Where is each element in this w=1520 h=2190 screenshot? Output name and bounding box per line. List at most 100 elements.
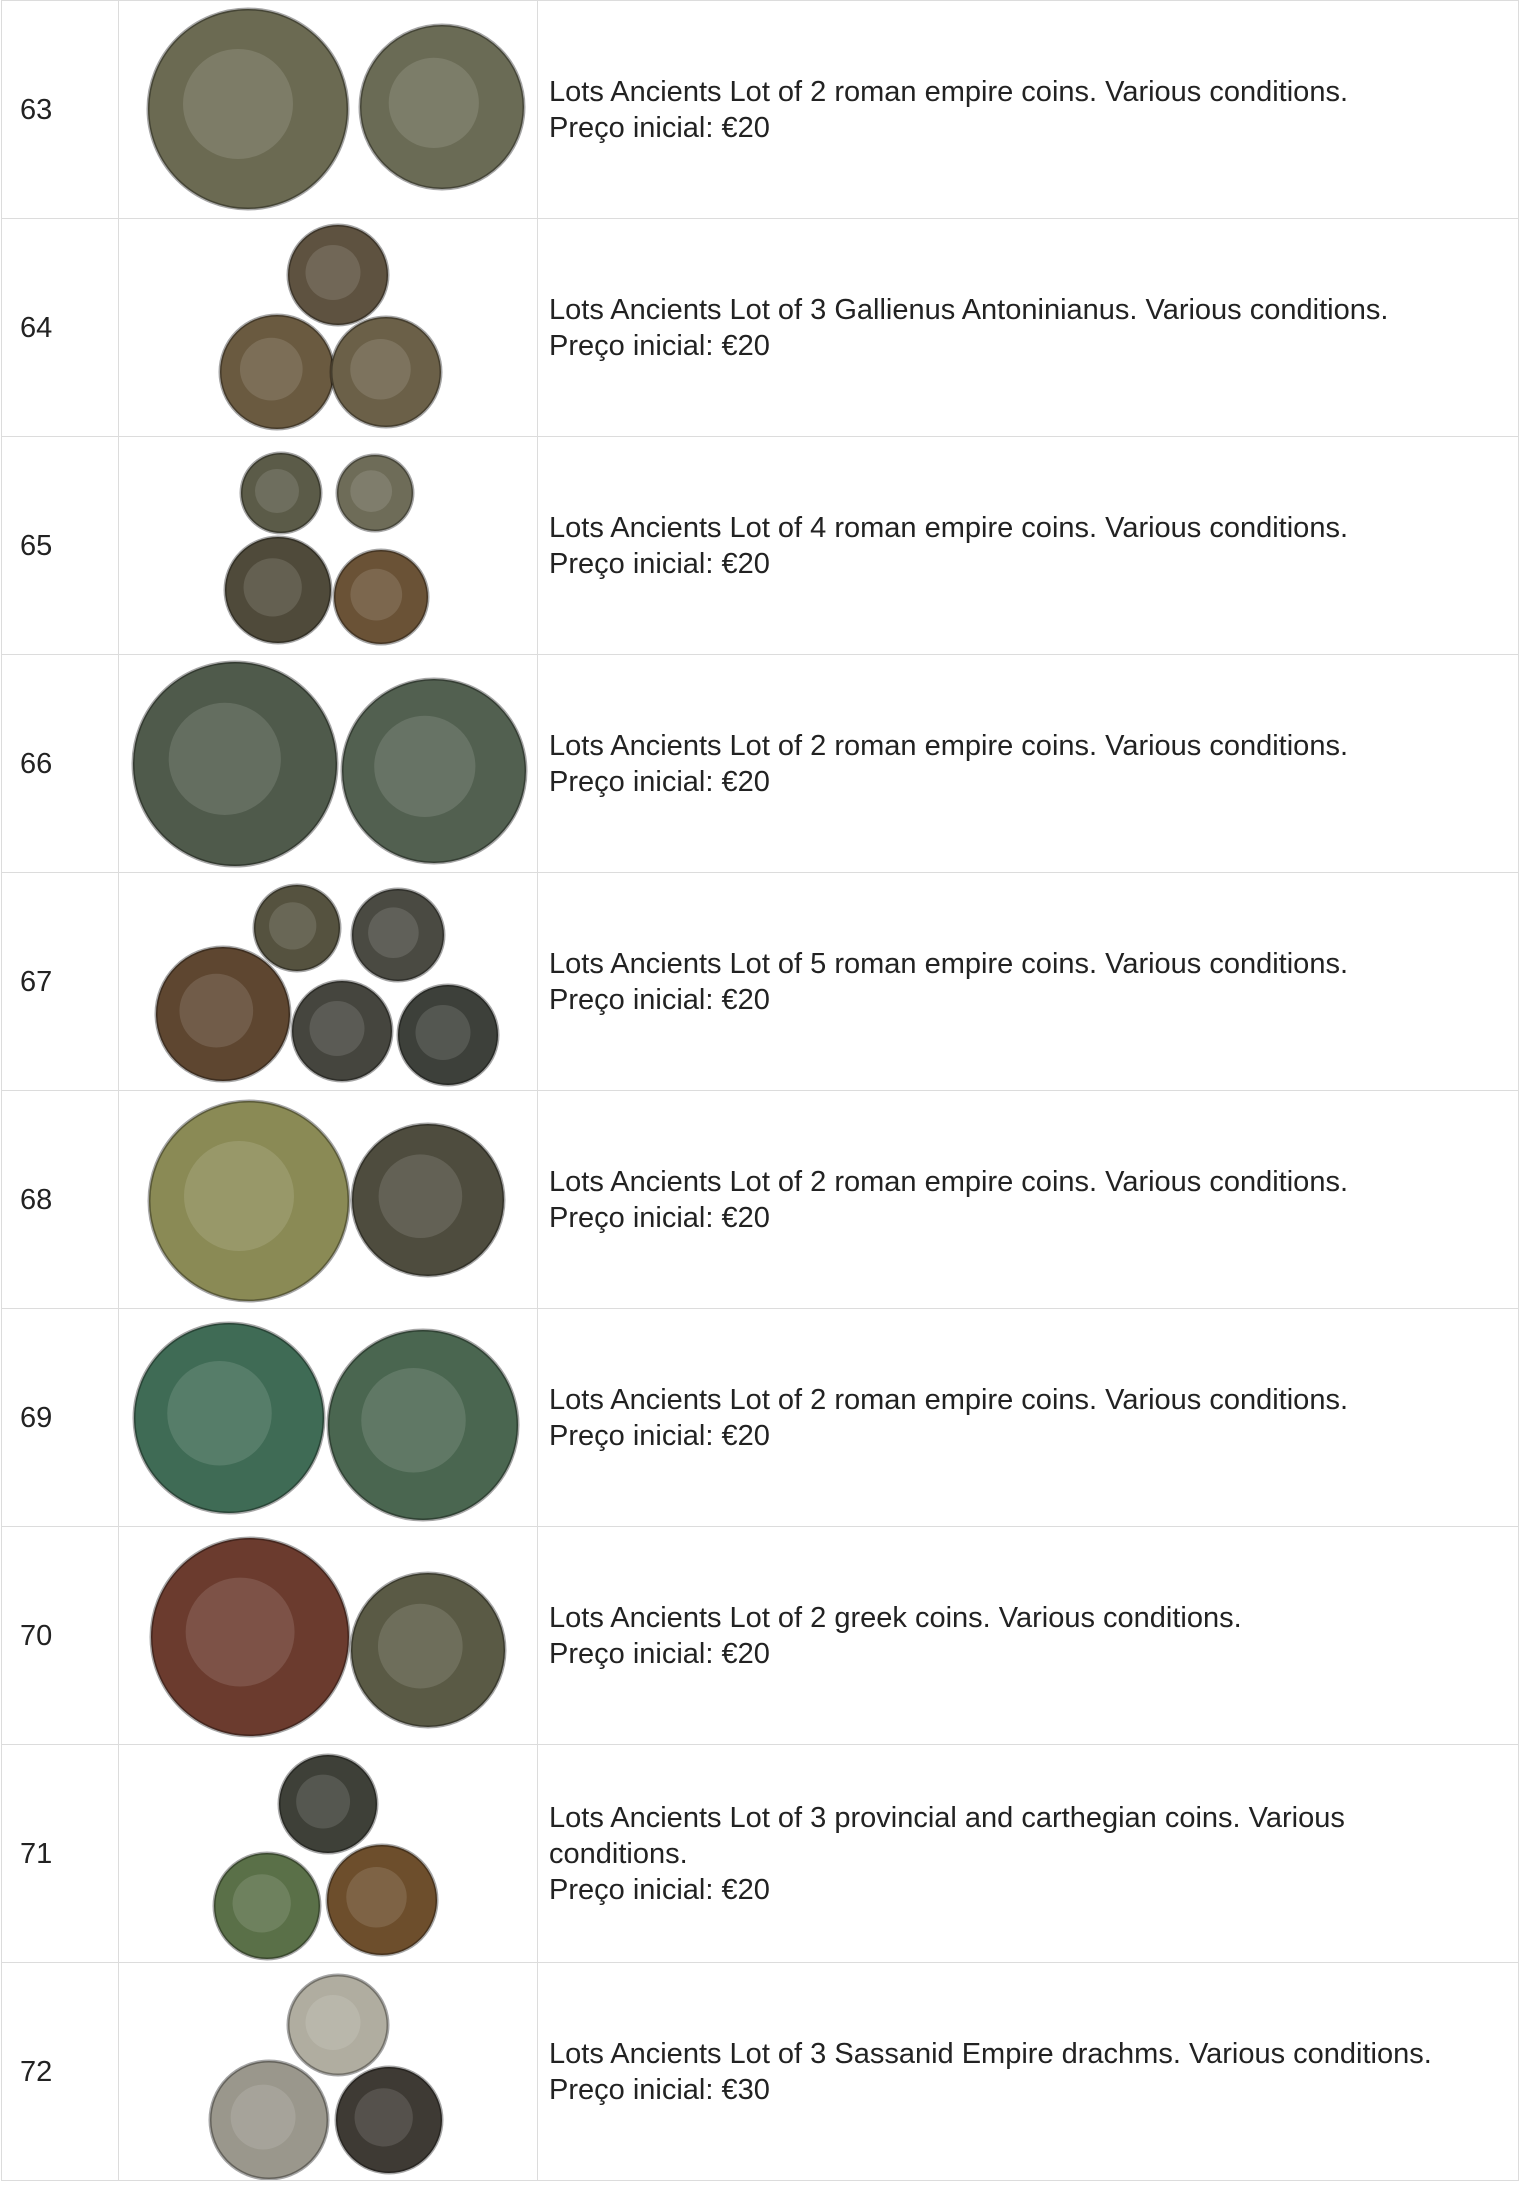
lot-description-cell: Lots Ancients Lot of 3 provincial and ca… (538, 1745, 1519, 1963)
coin-relief (183, 49, 293, 159)
lot-row: 71 Lots Ancients Lot of 3 provincial and … (2, 1745, 1519, 1963)
coin-relief (350, 569, 402, 621)
lot-price: Preço inicial: €20 (549, 1636, 1478, 1672)
lot-price: Preço inicial: €20 (549, 110, 1478, 146)
coin-photo (119, 1527, 537, 1744)
lot-price: Preço inicial: €20 (549, 328, 1478, 364)
coin-relief (368, 907, 419, 958)
coin-relief (184, 1141, 294, 1251)
lots-body: 63 Lots Ancients Lot of 2 roman empire co… (2, 1, 1519, 2181)
lot-number: 72 (2, 1963, 119, 2181)
coin-relief (379, 1154, 463, 1238)
lot-image (119, 1309, 538, 1527)
lot-description-cell: Lots Ancients Lot of 3 Sassanid Empire d… (538, 1963, 1519, 2181)
lot-description-cell: Lots Ancients Lot of 2 roman empire coin… (538, 1309, 1519, 1527)
lot-number: 67 (2, 873, 119, 1091)
lot-description-cell: Lots Ancients Lot of 5 roman empire coin… (538, 873, 1519, 1091)
lot-description-cell: Lots Ancients Lot of 2 greek coins. Vari… (538, 1527, 1519, 1745)
lot-description: Lots Ancients Lot of 2 roman empire coin… (549, 728, 1478, 764)
lot-price: Preço inicial: €30 (549, 2072, 1478, 2108)
coin-relief (240, 338, 303, 401)
lot-number: 65 (2, 437, 119, 655)
coin-photo (119, 1963, 537, 2180)
lot-description: Lots Ancients Lot of 5 roman empire coin… (549, 946, 1478, 982)
lot-image (119, 1527, 538, 1745)
coin-relief (310, 1001, 365, 1056)
coin-relief (378, 1604, 463, 1689)
coin-relief (389, 58, 479, 148)
lot-description: Lots Ancients Lot of 3 Sassanid Empire d… (549, 2036, 1478, 2072)
lot-number: 71 (2, 1745, 119, 1963)
coin-relief (361, 1368, 466, 1473)
lot-description-cell: Lots Ancients Lot of 4 roman empire coin… (538, 437, 1519, 655)
coin-photo (119, 219, 537, 436)
lot-image (119, 219, 538, 437)
lot-description-cell: Lots Ancients Lot of 2 roman empire coin… (538, 1091, 1519, 1309)
lot-price: Preço inicial: €20 (549, 1872, 1478, 1908)
coin-relief (231, 2085, 296, 2150)
lot-description-cell: Lots Ancients Lot of 2 roman empire coin… (538, 655, 1519, 873)
coin-relief (179, 974, 253, 1048)
lot-image (119, 1963, 538, 2181)
coin-photo (119, 1091, 537, 1308)
coin-relief (374, 716, 475, 817)
lot-description: Lots Ancients Lot of 3 provincial and ca… (549, 1800, 1478, 1872)
coin-relief (350, 470, 392, 512)
coin-photo (119, 437, 537, 654)
coin-relief (244, 558, 302, 616)
coin-relief (306, 245, 361, 300)
coin-relief (306, 1995, 361, 2050)
lot-row: 72 Lots Ancients Lot of 3 Sassanid Empire… (2, 1963, 1519, 2181)
lot-description: Lots Ancients Lot of 2 roman empire coin… (549, 1382, 1478, 1418)
coin-relief (255, 469, 299, 513)
lot-row: 69 Lots Ancients Lot of 2 roman empire co… (2, 1309, 1519, 1527)
lot-price: Preço inicial: €20 (549, 1418, 1478, 1454)
coin-relief (296, 1775, 350, 1829)
coin-relief (416, 1005, 471, 1060)
lot-row: 65 Lots Ancients Lot of 4 roman empire co… (2, 437, 1519, 655)
lot-price: Preço inicial: €20 (549, 1200, 1478, 1236)
lot-image (119, 1091, 538, 1309)
page: {"table": {"rows": [ {"lot": "63", "desc… (0, 0, 1520, 2190)
coin-photo (119, 1, 537, 218)
lot-price: Preço inicial: €20 (549, 546, 1478, 582)
lot-description-cell: Lots Ancients Lot of 3 Gallienus Antonin… (538, 219, 1519, 437)
lot-description: Lots Ancients Lot of 2 roman empire coin… (549, 1164, 1478, 1200)
lot-number: 66 (2, 655, 119, 873)
coin-relief (269, 902, 316, 949)
lot-number: 64 (2, 219, 119, 437)
lot-price: Preço inicial: €20 (549, 764, 1478, 800)
lot-image (119, 437, 538, 655)
lot-row: 70 Lots Ancients Lot of 2 greek coins. Va… (2, 1527, 1519, 1745)
lot-image (119, 1, 538, 219)
lot-row: 63 Lots Ancients Lot of 2 roman empire co… (2, 1, 1519, 219)
lot-image (119, 655, 538, 873)
lot-price: Preço inicial: €20 (549, 982, 1478, 1018)
coin-relief (355, 2088, 413, 2146)
lot-row: 66 Lots Ancients Lot of 2 roman empire co… (2, 655, 1519, 873)
lot-image (119, 873, 538, 1091)
lot-description: Lots Ancients Lot of 2 greek coins. Vari… (549, 1600, 1478, 1636)
lot-description: Lots Ancients Lot of 4 roman empire coin… (549, 510, 1478, 546)
coin-photo (119, 1309, 537, 1526)
lot-image (119, 1745, 538, 1963)
lot-number: 68 (2, 1091, 119, 1309)
lot-description-cell: Lots Ancients Lot of 2 roman empire coin… (538, 1, 1519, 219)
lot-number: 69 (2, 1309, 119, 1527)
lot-row: 68 Lots Ancients Lot of 2 roman empire co… (2, 1091, 1519, 1309)
coin-relief (346, 1867, 407, 1928)
coin-photo (119, 655, 537, 872)
lot-description: Lots Ancients Lot of 2 roman empire coin… (549, 74, 1478, 110)
coin-photo (119, 1745, 537, 1962)
lot-row: 67 Lots Ancients Lot of 5 roman empire co… (2, 873, 1519, 1091)
coin-relief (167, 1361, 272, 1466)
coin-relief (169, 703, 281, 815)
lot-row: 64 Lots Ancients Lot of 3 Gallienus Anton… (2, 219, 1519, 437)
coin-relief (186, 1578, 295, 1687)
lot-number: 63 (2, 1, 119, 219)
lot-number: 70 (2, 1527, 119, 1745)
coin-relief (350, 339, 411, 400)
lot-description: Lots Ancients Lot of 3 Gallienus Antonin… (549, 292, 1478, 328)
coin-photo (119, 873, 537, 1090)
lots-table: 63 Lots Ancients Lot of 2 roman empire co… (1, 0, 1519, 2181)
